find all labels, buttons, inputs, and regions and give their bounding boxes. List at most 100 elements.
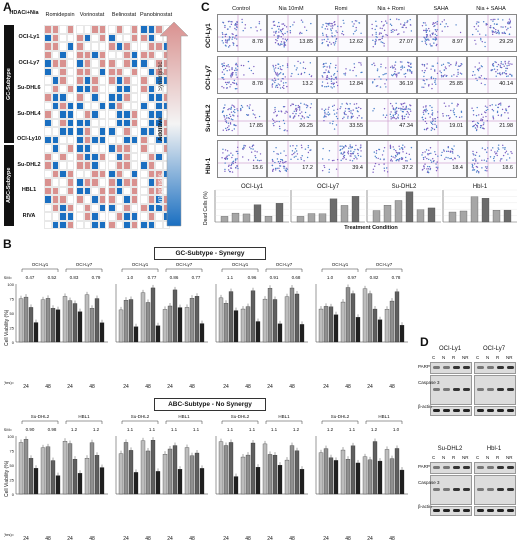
group-cell-line: OCI-Ly7 <box>76 262 93 267</box>
viability-bar <box>67 443 73 495</box>
blot-band <box>487 509 494 512</box>
rsm-value: 1.1 <box>127 427 134 432</box>
viability-bar <box>84 294 90 343</box>
heatmap-cell <box>115 93 123 102</box>
heatmap-cell-line-2: Su-DHL6 <box>17 85 41 91</box>
blot-band <box>497 488 504 491</box>
heatmap-cell <box>123 161 131 170</box>
rsm-value: 0.97 <box>348 275 357 280</box>
timepoint-value: 48 <box>289 384 295 390</box>
heatmap-drug-0: Romidepsin <box>45 12 75 18</box>
viability-bar <box>184 447 190 495</box>
heatmap-cell <box>44 220 52 229</box>
heatmap-cell <box>140 169 148 178</box>
viability-panel: GC-Subtype - Synergy ABC-Subtype - No Sy… <box>4 244 414 549</box>
rsm-label: RSM= <box>4 275 13 280</box>
viability-bar <box>140 292 146 343</box>
heatmap-cell <box>59 135 67 144</box>
heatmap-cell <box>108 33 116 42</box>
heatmap-cell <box>147 42 155 51</box>
heatmap-cell <box>155 101 163 110</box>
heatmap-cell <box>108 50 116 59</box>
blot-band <box>507 488 514 491</box>
heatmap-cell <box>98 135 106 144</box>
heatmap-cell <box>44 152 52 161</box>
heatmap-cell <box>51 161 59 170</box>
bracket <box>265 268 303 272</box>
heatmap-cell <box>130 33 138 42</box>
heatmap-cell-line-6: HBL1 <box>21 187 37 193</box>
heatmap-cell <box>59 118 67 127</box>
blot-band <box>477 409 484 412</box>
abc-viability-charts: Su-DHL2 HBL1 RSM= 0.90 0.98 1.2 1.2 100 75 50 25 0 2… <box>4 414 408 542</box>
heatmap-cell <box>108 178 116 187</box>
heatmap-cell <box>91 93 99 102</box>
flow-plot: 15.6 <box>217 140 267 178</box>
flow-plot: 18.6 <box>467 140 517 178</box>
heatmap-cell <box>147 76 155 85</box>
flow-plot: 33.55 <box>317 98 367 136</box>
rsm-value: 1.1 <box>193 427 200 432</box>
heatmap-cell <box>91 152 99 161</box>
heatmap-cell <box>108 127 116 136</box>
heatmap-cell <box>123 42 131 51</box>
heatmap-cell <box>108 169 116 178</box>
heatmap-cell <box>147 135 155 144</box>
viability-bar <box>333 460 339 495</box>
heatmap-cell <box>76 203 84 212</box>
bracket <box>165 268 203 272</box>
heatmap-cell <box>91 212 99 221</box>
bracket <box>121 268 159 272</box>
timepoint-value: 48 <box>45 384 51 390</box>
heatmap-cell <box>98 93 106 102</box>
heatmap-cell <box>91 220 99 229</box>
heatmap-cell <box>44 67 52 76</box>
heatmap-cell <box>59 67 67 76</box>
flow-plot: 25.85 <box>417 56 467 94</box>
dead-cells-bar <box>220 216 229 223</box>
heatmap-cell <box>140 76 148 85</box>
blot-band <box>453 409 460 412</box>
heatmap-cell <box>130 169 138 178</box>
heatmap-cell <box>66 220 74 229</box>
flow-dead-percent: 33.55 <box>349 123 363 129</box>
viability-bar <box>267 288 273 343</box>
dead-cells-bar <box>492 210 501 223</box>
viability-bar <box>218 297 224 343</box>
heatmap-cell <box>147 186 155 195</box>
heatmap-cell <box>123 110 131 119</box>
heatmap-cell <box>115 203 123 212</box>
heatmap-cell <box>115 101 123 110</box>
blot-strip <box>430 506 472 516</box>
scale-additive: Additive <box>158 117 164 141</box>
heatmap-cell <box>123 144 131 153</box>
viability-bar <box>299 324 305 343</box>
viability-bar <box>240 308 246 343</box>
blot-band <box>477 509 484 512</box>
heatmap-cell <box>147 195 155 204</box>
viability-bar <box>28 458 34 495</box>
heatmap-cell <box>130 110 138 119</box>
flow-row-label-3: Hbl-1 <box>205 157 212 174</box>
heatmap-cell <box>108 42 116 51</box>
heatmap-cell <box>66 127 74 136</box>
gc-synergy-banner: GC-Subtype - Synergy <box>154 247 266 260</box>
heatmap-cell <box>130 42 138 51</box>
flow-plot: 13.2 <box>267 56 317 94</box>
blot-band <box>453 366 460 369</box>
blot-band <box>477 388 484 391</box>
heatmap-cell <box>76 169 84 178</box>
timepoint-value: 48 <box>389 384 395 390</box>
viability-bar <box>267 454 273 495</box>
blot-lane-label: N <box>442 455 446 460</box>
viability-bar <box>167 305 173 343</box>
heatmap-cell <box>59 33 67 42</box>
group-cell-line: HBL1 <box>178 414 190 419</box>
group-cell-line: OCI-Ly7 <box>376 262 393 267</box>
viability-bar <box>55 475 61 495</box>
heatmap-cell <box>91 203 99 212</box>
dead-cells-bar <box>307 213 316 223</box>
blot-band <box>507 466 514 469</box>
viability-bar <box>345 287 351 343</box>
heatmap-cell <box>108 110 116 119</box>
